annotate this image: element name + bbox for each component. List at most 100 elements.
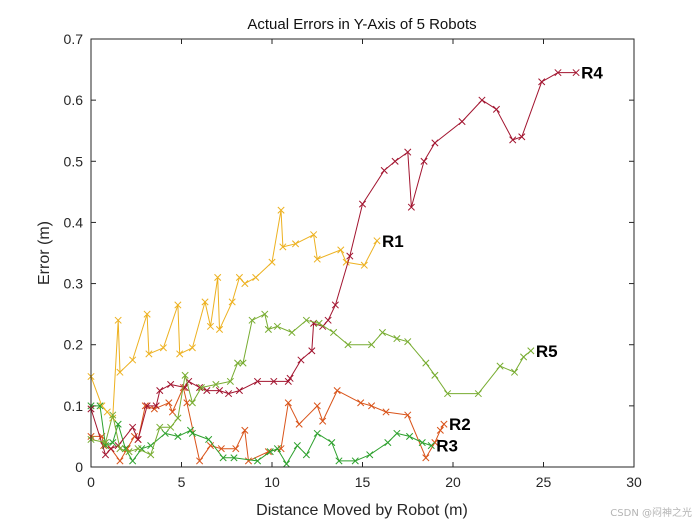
data-point (273, 445, 281, 453)
data-point (205, 435, 213, 444)
data-point (458, 117, 466, 126)
data-point (201, 298, 209, 306)
data-point (520, 353, 528, 361)
data-point (219, 454, 227, 462)
data-point (324, 316, 332, 324)
series-labels: R1 R2 R3 R4 R5 (382, 64, 603, 456)
y-tick-label: 0.4 (64, 214, 84, 230)
data-point (357, 399, 365, 407)
data-point (174, 432, 182, 440)
data-point (264, 325, 272, 333)
data-point (98, 402, 106, 410)
series-label-r1: R1 (382, 232, 404, 251)
y-tick-label: 0.2 (64, 337, 84, 353)
data-point (313, 429, 321, 437)
x-tick-label: 5 (178, 474, 186, 490)
data-point (134, 435, 142, 444)
data-point (217, 445, 225, 453)
data-point (114, 420, 122, 428)
data-point (159, 344, 167, 352)
data-point (109, 414, 117, 422)
data-point (143, 402, 151, 410)
data-point (418, 438, 426, 447)
data-point (253, 457, 262, 465)
data-point (302, 451, 310, 459)
data-point (143, 310, 151, 318)
x-tick-label: 30 (626, 474, 642, 490)
data-point (315, 319, 323, 327)
data-point (337, 246, 345, 254)
y-tick-label: 0 (75, 459, 83, 475)
data-point (331, 301, 339, 309)
data-point (235, 273, 243, 282)
data-point (215, 325, 224, 333)
data-point (279, 243, 287, 251)
data-point (538, 78, 546, 86)
data-point (286, 374, 294, 382)
y-axis-label: Error (m) (36, 221, 53, 285)
data-point (509, 136, 517, 144)
data-point (431, 139, 439, 147)
data-point (188, 429, 196, 437)
x-tick-label: 20 (445, 474, 461, 490)
data-point (427, 442, 435, 450)
data-point (152, 402, 160, 410)
data-point (188, 399, 196, 407)
series-layer (87, 69, 580, 468)
data-point (230, 454, 238, 462)
series-label-r4: R4 (581, 64, 603, 83)
data-point (478, 96, 486, 104)
y-tick-label: 0.7 (64, 31, 84, 47)
data-point (215, 387, 224, 395)
y-tick-label: 0.1 (64, 398, 84, 414)
data-point (109, 411, 117, 419)
data-point (295, 420, 303, 428)
axis-ticks: 0 5 10 15 20 25 30 0 0.1 0.2 0.3 0.4 0.5 0.6 0.7 (64, 31, 642, 490)
x-tick-label: 25 (536, 474, 552, 490)
data-point (196, 383, 204, 392)
series-r5 (87, 310, 535, 459)
data-point (420, 157, 428, 165)
data-point (273, 322, 281, 330)
data-point (384, 438, 392, 447)
data-point (554, 69, 562, 77)
data-point (196, 457, 204, 465)
data-point (225, 390, 233, 398)
data-point (168, 408, 177, 416)
data-point (188, 344, 196, 352)
data-point (351, 457, 359, 465)
series-label-r5: R5 (536, 342, 558, 361)
x-tick-label: 15 (355, 474, 371, 490)
data-point (129, 457, 137, 465)
data-point (241, 426, 249, 434)
data-point (406, 432, 414, 440)
data-point (391, 157, 399, 165)
data-point (176, 350, 184, 358)
data-point (367, 341, 376, 349)
data-point (404, 148, 412, 156)
data-point (266, 448, 274, 456)
data-point (156, 423, 164, 431)
chart-title: Actual Errors in Y-Axis of 5 Robots (247, 16, 476, 33)
data-point (167, 423, 175, 431)
data-point (313, 255, 321, 263)
data-point (145, 350, 153, 358)
y-tick-label: 0.3 (64, 276, 84, 292)
data-point (431, 371, 439, 379)
data-point (407, 203, 415, 211)
data-point (288, 328, 296, 337)
data-point (114, 316, 122, 324)
data-point (404, 411, 412, 419)
data-point (147, 451, 155, 459)
x-axis-label: Distance Moved by Robot (m) (256, 502, 468, 519)
data-point (358, 200, 367, 208)
x-tick-label: 0 (87, 474, 95, 490)
data-point (129, 356, 137, 364)
data-point (496, 362, 504, 370)
data-point (422, 359, 430, 367)
data-point (101, 451, 110, 459)
series-r1 (87, 206, 381, 422)
plot-frame (90, 38, 635, 468)
data-point (268, 258, 276, 266)
